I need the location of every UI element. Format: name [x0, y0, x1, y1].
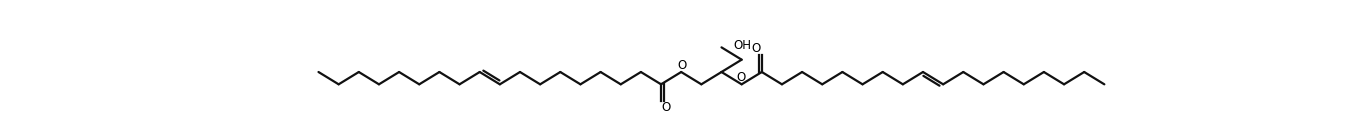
- Text: O: O: [677, 59, 686, 72]
- Text: O: O: [736, 71, 745, 84]
- Text: O: O: [752, 42, 762, 55]
- Text: O: O: [662, 101, 671, 114]
- Text: OH: OH: [733, 39, 751, 52]
